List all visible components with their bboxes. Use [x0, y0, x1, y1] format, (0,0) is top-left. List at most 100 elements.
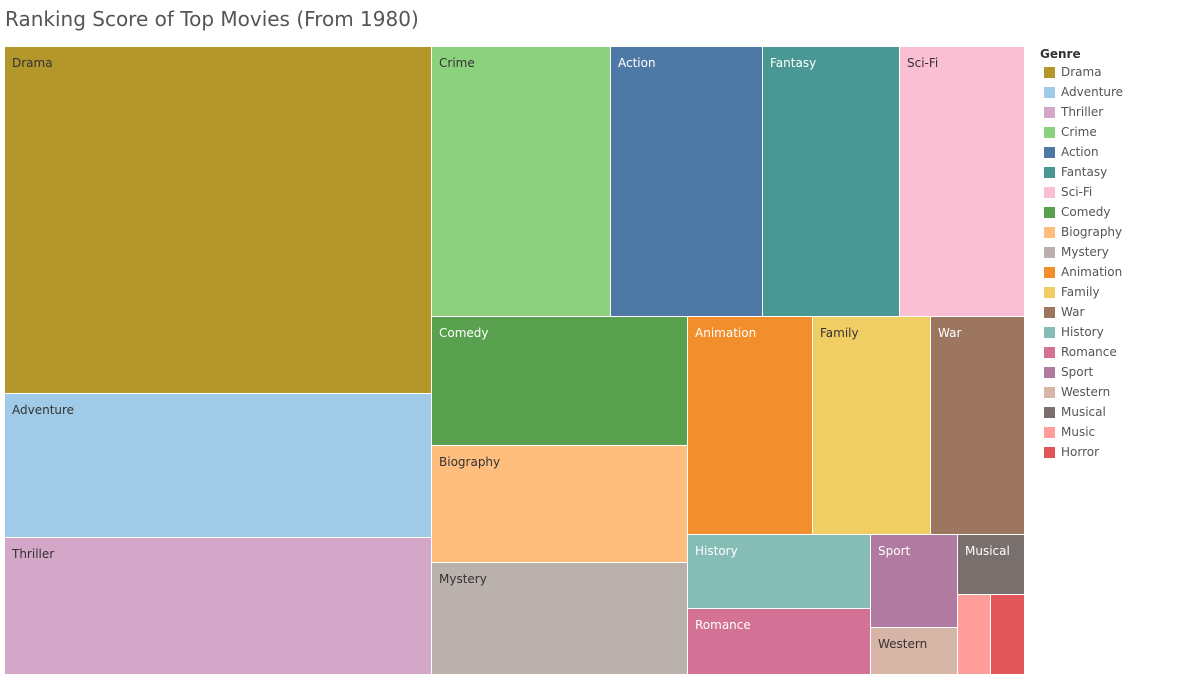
- legend-item-family[interactable]: Family: [1040, 282, 1170, 302]
- treemap-cell-label: Crime: [439, 56, 475, 70]
- legend-item-action[interactable]: Action: [1040, 142, 1170, 162]
- legend-swatch: [1044, 67, 1055, 78]
- legend-item-mystery[interactable]: Mystery: [1040, 242, 1170, 262]
- legend-item-romance[interactable]: Romance: [1040, 342, 1170, 362]
- legend-item-animation[interactable]: Animation: [1040, 262, 1170, 282]
- legend-label: Adventure: [1061, 85, 1124, 99]
- treemap-cell-label: Mystery: [439, 572, 487, 586]
- legend-swatch: [1044, 387, 1055, 398]
- legend-item-horror[interactable]: Horror: [1040, 442, 1170, 462]
- treemap-cell-label: Sci-Fi: [907, 56, 939, 70]
- legend-swatch: [1044, 447, 1055, 458]
- legend-swatch: [1044, 287, 1055, 298]
- legend-label: Animation: [1061, 265, 1123, 279]
- treemap-cell-war[interactable]: War: [931, 317, 1025, 535]
- legend-swatch: [1044, 427, 1055, 438]
- treemap: Drama Adventure Thriller Crime Action Fantasy…: [5, 47, 1025, 675]
- treemap-cell-label: Drama: [12, 56, 53, 70]
- treemap-cell-crime[interactable]: Crime: [432, 47, 611, 317]
- treemap-cell-label: Family: [820, 326, 859, 340]
- treemap-cell-label: Musical: [965, 544, 1010, 558]
- treemap-cell-label: Thriller: [12, 547, 55, 561]
- legend-swatch: [1044, 87, 1055, 98]
- legend-label: Mystery: [1061, 245, 1109, 259]
- treemap-cell-mystery[interactable]: Mystery: [432, 563, 688, 675]
- legend-swatch: [1044, 347, 1055, 358]
- legend-item-sport[interactable]: Sport: [1040, 362, 1170, 382]
- legend-item-sci-fi[interactable]: Sci-Fi: [1040, 182, 1170, 202]
- treemap-cell-musical[interactable]: Musical: [958, 535, 1025, 595]
- legend-label: Western: [1061, 385, 1111, 399]
- treemap-cell-label: History: [695, 544, 738, 558]
- legend-swatch: [1044, 367, 1055, 378]
- legend-label: War: [1061, 305, 1085, 319]
- treemap-cell-label: Western: [878, 637, 928, 651]
- treemap-cell-music[interactable]: [958, 595, 991, 675]
- legend-label: Sport: [1061, 365, 1094, 379]
- treemap-cell-label: Comedy: [439, 326, 489, 340]
- legend-swatch: [1044, 167, 1055, 178]
- legend-label: Comedy: [1061, 205, 1111, 219]
- treemap-cell-label: Fantasy: [770, 56, 817, 70]
- legend-item-biography[interactable]: Biography: [1040, 222, 1170, 242]
- treemap-cell-thriller[interactable]: Thriller: [5, 538, 432, 675]
- treemap-cell-action[interactable]: Action: [611, 47, 763, 317]
- legend-label: Drama: [1061, 65, 1102, 79]
- legend-item-war[interactable]: War: [1040, 302, 1170, 322]
- treemap-cell-label: Sport: [878, 544, 911, 558]
- legend-label: Action: [1061, 145, 1099, 159]
- treemap-cell-history[interactable]: History: [688, 535, 871, 609]
- treemap-cell-family[interactable]: Family: [813, 317, 931, 535]
- treemap-cell-comedy[interactable]: Comedy: [432, 317, 688, 446]
- legend-swatch: [1044, 187, 1055, 198]
- legend-item-history[interactable]: History: [1040, 322, 1170, 342]
- treemap-cell-fantasy[interactable]: Fantasy: [763, 47, 900, 317]
- legend-swatch: [1044, 147, 1055, 158]
- treemap-cell-romance[interactable]: Romance: [688, 609, 871, 675]
- legend-swatch: [1044, 107, 1055, 118]
- treemap-cell-sport[interactable]: Sport: [871, 535, 958, 628]
- legend-swatch: [1044, 407, 1055, 418]
- treemap-cell-adventure[interactable]: Adventure: [5, 394, 432, 538]
- legend: Genre Drama Adventure Thriller Crime Action F…: [1040, 46, 1170, 462]
- legend-label: Crime: [1061, 125, 1097, 139]
- legend-label: Romance: [1061, 345, 1117, 359]
- treemap-cell-biography[interactable]: Biography: [432, 446, 688, 563]
- treemap-cell-western[interactable]: Western: [871, 628, 958, 675]
- legend-label: Family: [1061, 285, 1100, 299]
- legend-label: History: [1061, 325, 1104, 339]
- legend-item-fantasy[interactable]: Fantasy: [1040, 162, 1170, 182]
- legend-swatch: [1044, 327, 1055, 338]
- legend-swatch: [1044, 307, 1055, 318]
- legend-swatch: [1044, 207, 1055, 218]
- legend-swatch: [1044, 127, 1055, 138]
- legend-label: Sci-Fi: [1061, 185, 1093, 199]
- legend-item-crime[interactable]: Crime: [1040, 122, 1170, 142]
- legend-item-music[interactable]: Music: [1040, 422, 1170, 442]
- treemap-cell-sci-fi[interactable]: Sci-Fi: [900, 47, 1025, 317]
- legend-label: Thriller: [1061, 105, 1104, 119]
- legend-title: Genre: [1040, 47, 1081, 61]
- legend-item-adventure[interactable]: Adventure: [1040, 82, 1170, 102]
- legend-label: Horror: [1061, 445, 1100, 459]
- legend-items: Drama Adventure Thriller Crime Action Fantasy…: [1040, 62, 1170, 462]
- legend-item-musical[interactable]: Musical: [1040, 402, 1170, 422]
- chart-title: Ranking Score of Top Movies (From 1980): [5, 7, 419, 31]
- legend-swatch: [1044, 247, 1055, 258]
- legend-item-drama[interactable]: Drama: [1040, 62, 1170, 82]
- legend-item-thriller[interactable]: Thriller: [1040, 102, 1170, 122]
- treemap-cell-drama[interactable]: Drama: [5, 47, 432, 394]
- legend-swatch: [1044, 227, 1055, 238]
- treemap-cell-horror[interactable]: [991, 595, 1025, 675]
- treemap-cell-label: Biography: [439, 455, 501, 469]
- treemap-cell-label: War: [938, 326, 962, 340]
- legend-swatch: [1044, 267, 1055, 278]
- legend-item-western[interactable]: Western: [1040, 382, 1170, 402]
- treemap-cell-label: Adventure: [12, 403, 75, 417]
- legend-item-comedy[interactable]: Comedy: [1040, 202, 1170, 222]
- legend-label: Biography: [1061, 225, 1123, 239]
- treemap-cell-animation[interactable]: Animation: [688, 317, 813, 535]
- treemap-cell-label: Action: [618, 56, 656, 70]
- legend-label: Music: [1061, 425, 1096, 439]
- treemap-cell-label: Romance: [695, 618, 751, 632]
